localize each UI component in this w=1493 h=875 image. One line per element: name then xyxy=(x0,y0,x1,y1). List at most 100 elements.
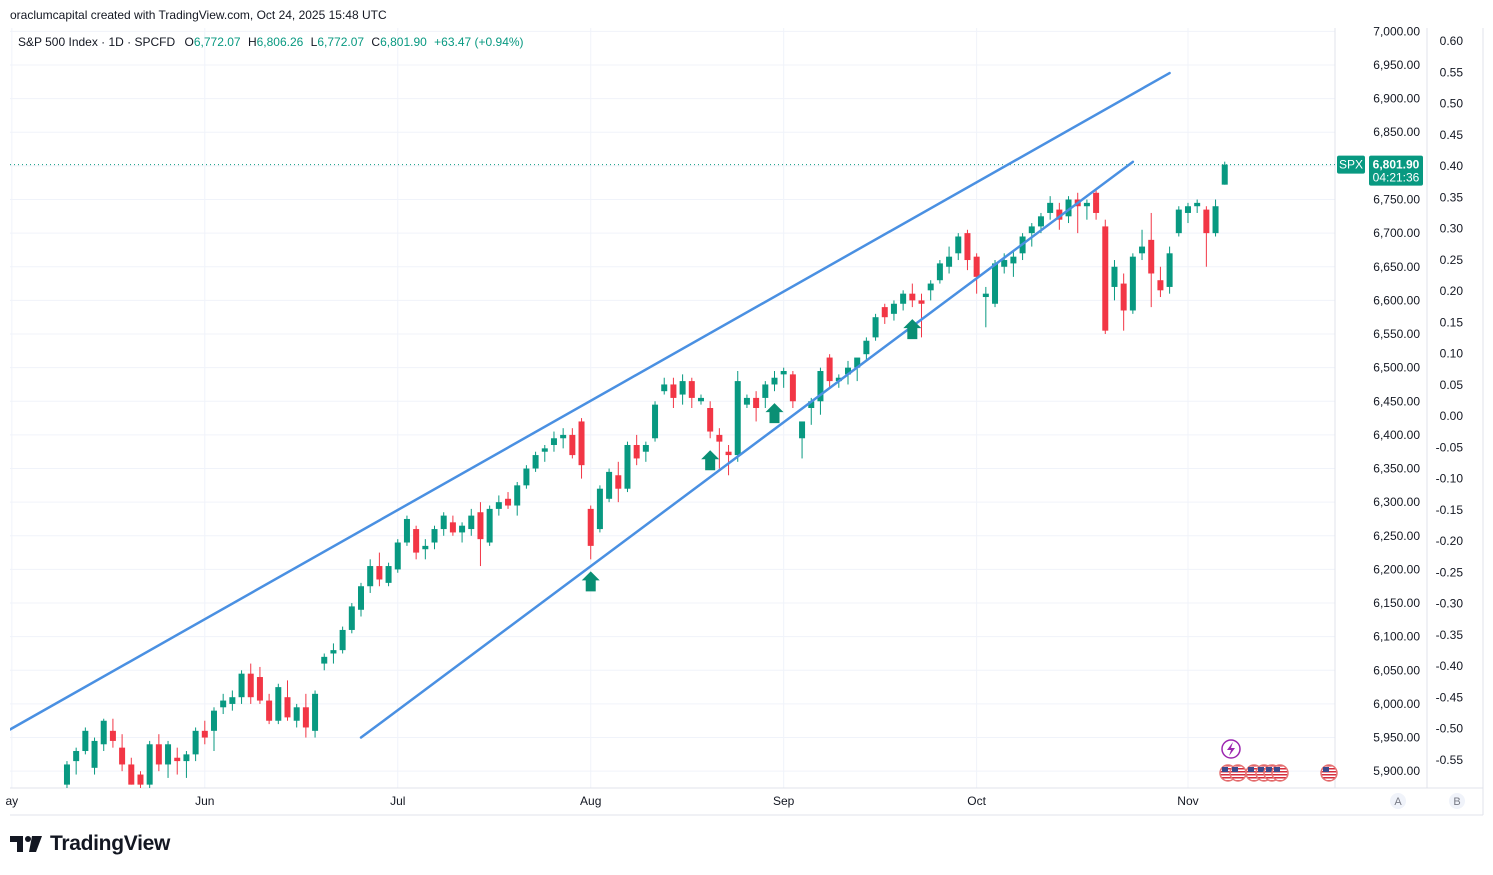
candle-down xyxy=(826,354,833,388)
candle-body xyxy=(881,307,888,318)
candle-down xyxy=(119,734,126,772)
candle-up xyxy=(652,401,659,442)
candle-body xyxy=(266,700,273,721)
badge-countdown: 04:21:36 xyxy=(1373,171,1420,185)
candle-body xyxy=(679,381,686,395)
candle-body xyxy=(890,303,897,314)
last-price-badge: SPX 6,801.90 04:21:36 xyxy=(1337,155,1423,186)
candle-up xyxy=(1194,199,1201,213)
candle-body xyxy=(302,707,309,728)
candle-body xyxy=(799,421,806,439)
tradingview-logo[interactable]: TradingView xyxy=(10,832,170,856)
candle-up xyxy=(312,690,319,738)
candle-body xyxy=(1102,226,1109,331)
candle-body xyxy=(220,700,227,708)
secondary-tick-label: 0.05 xyxy=(1440,378,1464,392)
price-tick-label: 6,100.00 xyxy=(1373,630,1420,644)
button-a-label: A xyxy=(1394,796,1402,808)
lightning-event-icon[interactable] xyxy=(1221,739,1241,759)
candle-body xyxy=(128,764,135,785)
candle-body xyxy=(477,512,484,540)
flag-canton xyxy=(1258,767,1264,772)
secondary-tick-label: 0.00 xyxy=(1440,409,1464,423)
time-axis[interactable]: ay Jun Jul Aug Sep Oct Nov xyxy=(5,794,1198,808)
candle-body xyxy=(256,677,263,701)
candle-up xyxy=(560,428,567,449)
candle-body xyxy=(826,357,833,382)
candle-up xyxy=(1047,196,1054,220)
candle-up xyxy=(82,727,89,755)
candle-up xyxy=(550,431,557,452)
candle-body xyxy=(358,586,365,610)
candlestick-series[interactable] xyxy=(63,161,1228,788)
price-axis[interactable]: 7,000.006,950.006,900.006,850.006,800.00… xyxy=(1373,24,1420,778)
candle-up xyxy=(1221,161,1228,185)
candle-up xyxy=(468,508,475,536)
candle-down xyxy=(449,515,456,536)
arrow-annotations[interactable] xyxy=(581,319,922,592)
button-a[interactable] xyxy=(1390,793,1406,809)
candle-up xyxy=(321,653,328,671)
secondary-tick-label: 0.20 xyxy=(1440,284,1464,298)
trend-channel[interactable] xyxy=(10,71,1171,739)
candle-body xyxy=(697,397,704,402)
secondary-tick-label: 0.40 xyxy=(1440,159,1464,173)
candle-up xyxy=(532,451,539,472)
candle-body xyxy=(321,656,328,664)
upper-channel-line xyxy=(10,71,1171,731)
candle-up xyxy=(431,525,438,550)
candle-body xyxy=(1221,164,1228,185)
candle-down xyxy=(477,502,484,567)
secondary-tick-label: 0.50 xyxy=(1440,97,1464,111)
candle-down xyxy=(247,663,254,704)
candle-body xyxy=(992,263,999,304)
candle-body xyxy=(505,498,512,506)
secondary-axis[interactable]: 0.60 0.55 0.50 0.45 0.40 0.35 0.30 0.25 0.20 0.15… xyxy=(1436,34,1464,767)
event-markers[interactable] xyxy=(1219,739,1338,782)
candle-up xyxy=(440,512,447,536)
price-tick-label: 6,250.00 xyxy=(1373,529,1420,543)
candle-body xyxy=(238,673,245,698)
candle-body xyxy=(312,693,319,731)
candle-body xyxy=(1166,253,1173,287)
bottom-buttons[interactable]: A B xyxy=(1390,793,1465,809)
time-tick-label: ay xyxy=(5,794,18,808)
candle-body xyxy=(734,381,741,456)
candle-body xyxy=(174,757,181,762)
button-b[interactable] xyxy=(1449,793,1465,809)
low-value: 6,772.07 xyxy=(317,35,364,49)
candle-up xyxy=(385,562,392,587)
candle-up xyxy=(845,360,852,385)
candle-body xyxy=(1212,206,1219,234)
candle-body xyxy=(459,525,466,533)
candle-up xyxy=(799,421,806,459)
us-flag-icons[interactable] xyxy=(1219,764,1338,782)
candle-up xyxy=(900,290,907,311)
high-label: H xyxy=(248,35,257,49)
candle-body xyxy=(1194,202,1201,207)
candle-body xyxy=(918,300,925,304)
candle-up xyxy=(238,670,245,704)
candle-down xyxy=(578,418,585,479)
up-arrow-icon xyxy=(581,571,600,592)
price-tick-label: 6,550.00 xyxy=(1373,327,1420,341)
candle-body xyxy=(440,515,447,530)
candle-up xyxy=(982,286,989,328)
flag-canton xyxy=(1222,767,1228,772)
flag-canton xyxy=(1232,767,1238,772)
candle-down xyxy=(670,377,677,408)
candle-down xyxy=(633,434,640,466)
candle-down xyxy=(174,747,181,775)
candle-up xyxy=(339,626,346,654)
candle-up xyxy=(165,740,172,778)
candle-body xyxy=(1139,246,1146,254)
candle-body xyxy=(753,397,760,408)
candle-down xyxy=(789,371,796,408)
candle-body xyxy=(835,377,842,382)
candle-body xyxy=(330,650,337,654)
candle-up xyxy=(358,582,365,617)
candle-down xyxy=(716,428,723,469)
candle-body xyxy=(449,522,456,533)
candle-body xyxy=(1203,209,1210,234)
